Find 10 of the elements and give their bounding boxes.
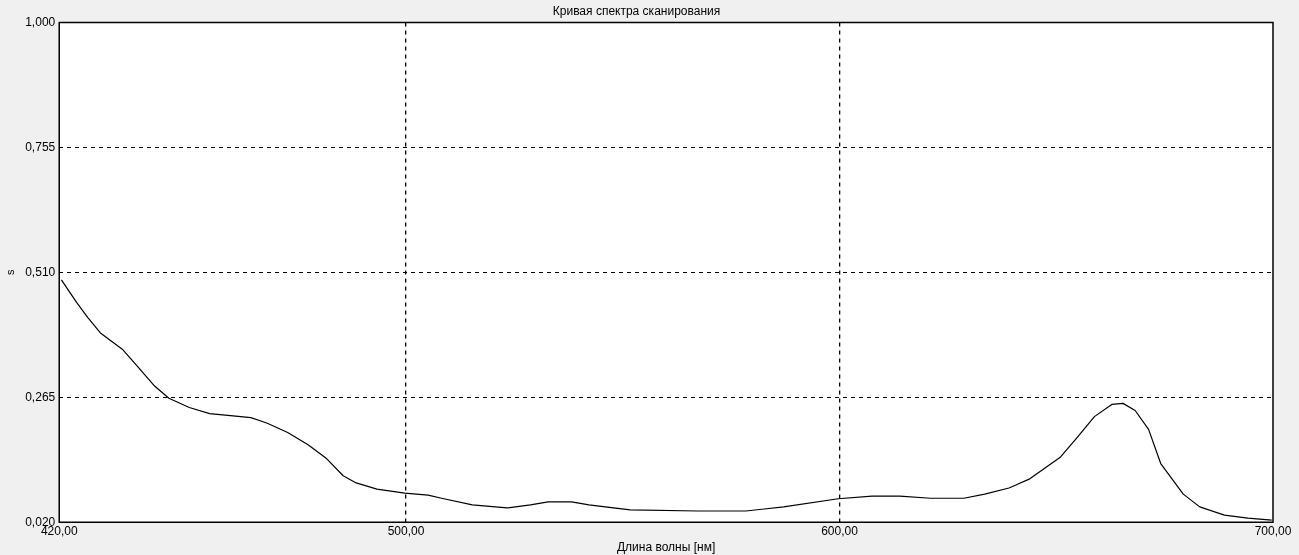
- x-tick-label: 700,00: [1254, 523, 1292, 538]
- y-tick-label: 0,755: [25, 139, 56, 154]
- y-tick-label: 0,265: [25, 389, 56, 404]
- x-tick-label: 600,00: [821, 523, 859, 538]
- y-axis-title: s: [3, 269, 16, 276]
- chart-title: Кривая спектра сканирования: [552, 3, 721, 18]
- x-tick-label: 500,00: [387, 523, 425, 538]
- y-tick-label: 0,510: [25, 264, 56, 279]
- x-axis-title: Длина волны [нм]: [616, 540, 716, 555]
- y-tick-label: 1,000: [25, 14, 56, 29]
